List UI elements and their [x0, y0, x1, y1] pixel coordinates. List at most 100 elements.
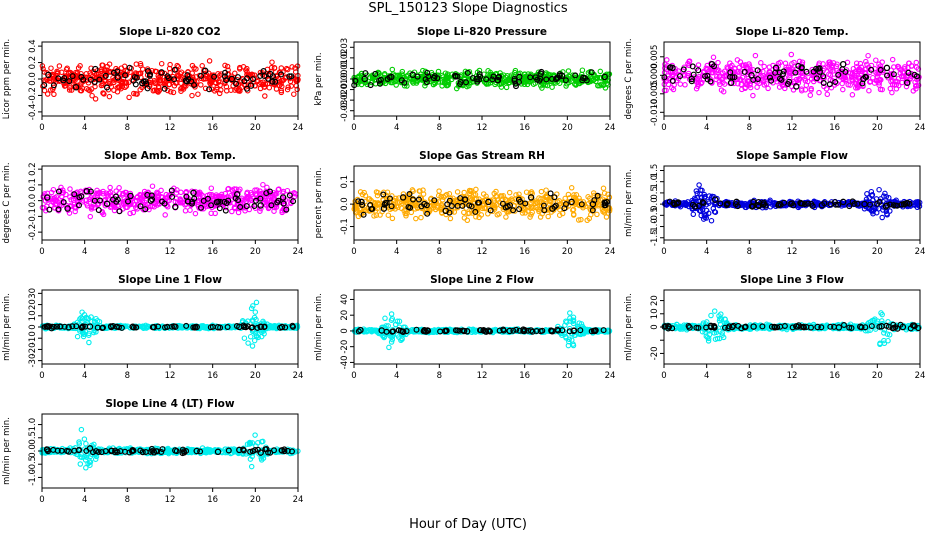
y-axis-label: percent per min. [314, 168, 324, 239]
figure-title: SPL_150123 Slope Diagnostics [368, 1, 568, 16]
overlay-point [776, 75, 783, 82]
overlay-point [191, 81, 198, 88]
overlay-point [532, 74, 539, 81]
scatter-point [260, 81, 267, 88]
scatter-point [206, 58, 213, 64]
overlay-point [803, 68, 810, 75]
scatter-point [174, 75, 181, 82]
scatter-point [834, 80, 840, 87]
scatter-point [292, 65, 298, 71]
scatter-point [793, 76, 800, 83]
y-tick-label: -40 [340, 355, 350, 369]
scatter-point [262, 93, 268, 99]
scatter-point [673, 77, 680, 84]
scatter-point [224, 63, 231, 70]
x-tick-label: 16 [519, 247, 530, 257]
overlay-point [250, 76, 257, 83]
scatter-point [247, 333, 254, 340]
x-tick-label: 16 [207, 123, 218, 133]
overlay-point [401, 79, 408, 86]
scatter-point [66, 87, 73, 93]
overlay-point [572, 72, 579, 79]
scatter-point [682, 82, 688, 88]
scatter-point [506, 189, 513, 196]
overlay-point [676, 73, 683, 80]
overlay-point [890, 71, 897, 78]
data-point [182, 77, 190, 84]
scatter-point [189, 92, 195, 99]
data-point [688, 75, 695, 83]
x-tick-label: 20 [250, 123, 261, 133]
scatter-point [913, 86, 919, 92]
scatter-point [228, 87, 234, 93]
overlay-point [562, 77, 569, 84]
scatter-point [67, 194, 73, 200]
scatter-point [914, 76, 920, 83]
scatter-point [162, 212, 168, 218]
scatter-point [40, 83, 46, 89]
scatter-point [524, 73, 531, 80]
scatter-point [876, 82, 882, 88]
x-tick-label: 24 [605, 247, 616, 257]
scatter-point [876, 186, 882, 193]
scatter-point [802, 76, 808, 82]
data-point [903, 79, 911, 86]
scatter-point [827, 61, 834, 67]
x-tick-label: 12 [787, 123, 798, 133]
overlay-point [278, 71, 285, 78]
scatter-point [187, 207, 193, 213]
scatter-point [788, 51, 795, 58]
scatter-point [364, 81, 370, 88]
scatter-point [92, 96, 99, 102]
scatter-point [672, 68, 679, 75]
overlay-point [680, 66, 687, 73]
scatter-point [473, 186, 479, 193]
chart-title: Slope Line 2 Flow [430, 274, 534, 286]
scatter-point [101, 91, 107, 97]
x-tick-label: 4 [82, 371, 87, 381]
overlay-point [171, 76, 178, 83]
scatter-point [853, 60, 860, 66]
overlay-point [483, 76, 490, 83]
y-axis-label: ml/min per min. [624, 293, 634, 361]
scatter-point [100, 90, 107, 96]
scatter-point [393, 82, 399, 88]
overlay-point [798, 64, 805, 71]
overlay-point [820, 73, 827, 80]
overlay-point [792, 69, 799, 76]
scatter-point [821, 83, 827, 90]
data-point [430, 74, 438, 82]
x-tick-label: 12 [165, 123, 176, 133]
overlay-point [377, 76, 384, 83]
scatter-point [901, 73, 907, 80]
data-point [228, 75, 236, 83]
x-tick-label: 8 [747, 123, 752, 133]
scatter-point [252, 309, 259, 315]
scatter-point [503, 214, 509, 220]
x-tick-label: 16 [519, 123, 530, 133]
scatter-point [857, 60, 864, 67]
scatter-point [454, 189, 461, 195]
x-tick-label: 8 [747, 247, 752, 257]
scatter-point [294, 86, 300, 93]
scatter-point [161, 78, 167, 84]
overlay-point [768, 77, 775, 84]
overlay-point [272, 78, 279, 85]
scatter-point [816, 89, 822, 96]
scatter-point [291, 91, 297, 97]
scatter-point [284, 86, 291, 93]
overlay-point [61, 75, 68, 82]
scatter-point [710, 69, 716, 76]
scatter-point [193, 66, 199, 72]
overlay-point [147, 71, 154, 78]
scatter-point [218, 87, 224, 93]
overlay-point [235, 74, 242, 81]
x-tick-label: 12 [787, 247, 798, 257]
data-point [473, 75, 480, 83]
overlay-point [243, 85, 250, 92]
scatter-point [866, 87, 872, 94]
scatter-point [898, 73, 905, 80]
scatter-point [850, 65, 857, 72]
scatter-point [56, 63, 63, 69]
